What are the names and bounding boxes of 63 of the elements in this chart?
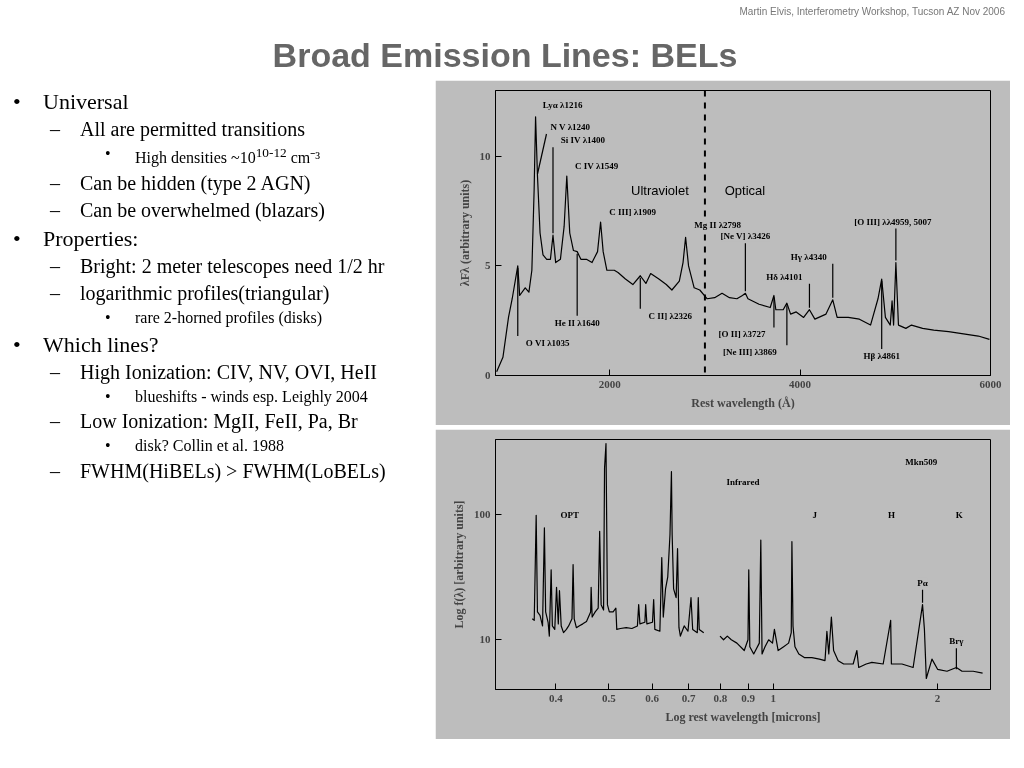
y-axis-title: Log f(λ) [arbitrary units] bbox=[452, 500, 466, 629]
text: • blueshifts - winds esp. Leighly 2004 bbox=[105, 388, 368, 405]
y-tick-label: 5 bbox=[485, 259, 491, 272]
annotation: Hγ λ4340 bbox=[790, 251, 828, 262]
annotation: [Ne V] λ3426 bbox=[720, 231, 771, 242]
x-tick-label: 0.6 bbox=[645, 691, 660, 704]
annotation: C III] λ1909 bbox=[609, 207, 657, 218]
annotation: OPT bbox=[560, 509, 580, 520]
annotation: [O III] λλ4959, 5007 bbox=[854, 216, 933, 227]
x-axis-title: Log rest wavelength [microns] bbox=[665, 709, 821, 724]
annotation: Hδ λ4101 bbox=[766, 271, 804, 282]
annotation: Si IV λ1400 bbox=[560, 135, 606, 146]
y-tick-label: 10 bbox=[479, 149, 491, 162]
text: – Can be hidden (type 2 AGN) bbox=[50, 172, 312, 196]
annotation: Mkn509 bbox=[905, 457, 938, 467]
annotation: C II] λ2326 bbox=[648, 310, 693, 321]
text: – Low Ionization: MgII, FeII, Pa, Br bbox=[50, 410, 359, 434]
text: – logarithmic profiles(triangular) bbox=[50, 282, 331, 306]
text: • High densities ~10$^{10-12}$ cm⁻³ bbox=[105, 145, 321, 167]
annotation: K bbox=[955, 509, 963, 520]
annotation: He II λ1640 bbox=[554, 317, 601, 328]
y-tick-label: 100 bbox=[474, 508, 491, 521]
annotation: Optical bbox=[724, 182, 766, 198]
text: • Which lines? bbox=[13, 331, 160, 357]
x-tick-label: 0.4 bbox=[549, 691, 564, 704]
x-tick-label: 0.9 bbox=[741, 691, 756, 704]
annotation: Infrared bbox=[726, 477, 760, 487]
annotation: Brγ bbox=[949, 636, 965, 647]
annotation: Pα bbox=[917, 577, 928, 588]
text: Martin Elvis, Interferometry Workshop, Tucson AZ Nov 2006 bbox=[739, 5, 1005, 19]
x-tick-label: 0.8 bbox=[713, 691, 728, 704]
x-tick-label: 2000 bbox=[598, 377, 622, 390]
y-axis-title: λFλ (arbitrary units) bbox=[457, 179, 472, 287]
x-tick-label: 4000 bbox=[789, 377, 812, 390]
y-tick-label: 10 bbox=[479, 633, 491, 646]
annotation: O VI λ1035 bbox=[525, 337, 571, 348]
text: • Universal bbox=[13, 89, 130, 115]
text: • disk? Collin et al. 1988 bbox=[105, 437, 284, 455]
text: – Can be overwhelmed (blazars) bbox=[50, 199, 326, 223]
x-axis-title: Rest wavelength (Å) bbox=[691, 395, 795, 410]
text: – FWHM(HiBELs) > FWHM(LoBELs) bbox=[50, 459, 386, 483]
annotation: Ultraviolet bbox=[631, 182, 690, 198]
text: – All are permitted transitions bbox=[50, 118, 306, 142]
annotation: Lyα λ1216 bbox=[542, 99, 583, 110]
text: – Bright: 2 meter telescopes need 1/2 hr bbox=[50, 255, 386, 279]
y-tick-label: 0 bbox=[485, 369, 491, 381]
x-tick-label: 1 bbox=[770, 691, 776, 704]
x-tick-label: 0.5 bbox=[601, 691, 617, 704]
annotation: N V λ1240 bbox=[550, 122, 591, 132]
annotation: Hβ λ4861 bbox=[863, 351, 901, 362]
x-tick-label: 0.7 bbox=[681, 691, 697, 704]
text: – High Ionization: CIV, NV, OVI, HeII bbox=[50, 361, 378, 384]
text: • rare 2-horned profiles (disks) bbox=[105, 309, 323, 327]
x-tick-label: 2 bbox=[934, 691, 941, 704]
annotation: H bbox=[888, 509, 896, 520]
annotation: [Ne III] λ3869 bbox=[722, 347, 778, 358]
annotation: C IV λ1549 bbox=[575, 161, 619, 171]
annotation: [O II] λ3727 bbox=[718, 329, 766, 340]
annotation: Mg II λ2798 bbox=[694, 220, 742, 231]
x-tick-label: 6000 bbox=[979, 377, 1002, 390]
text: Broad Emission Lines: BELs bbox=[272, 35, 738, 76]
annotation: J bbox=[812, 509, 818, 520]
text: • Properties: bbox=[13, 226, 140, 252]
